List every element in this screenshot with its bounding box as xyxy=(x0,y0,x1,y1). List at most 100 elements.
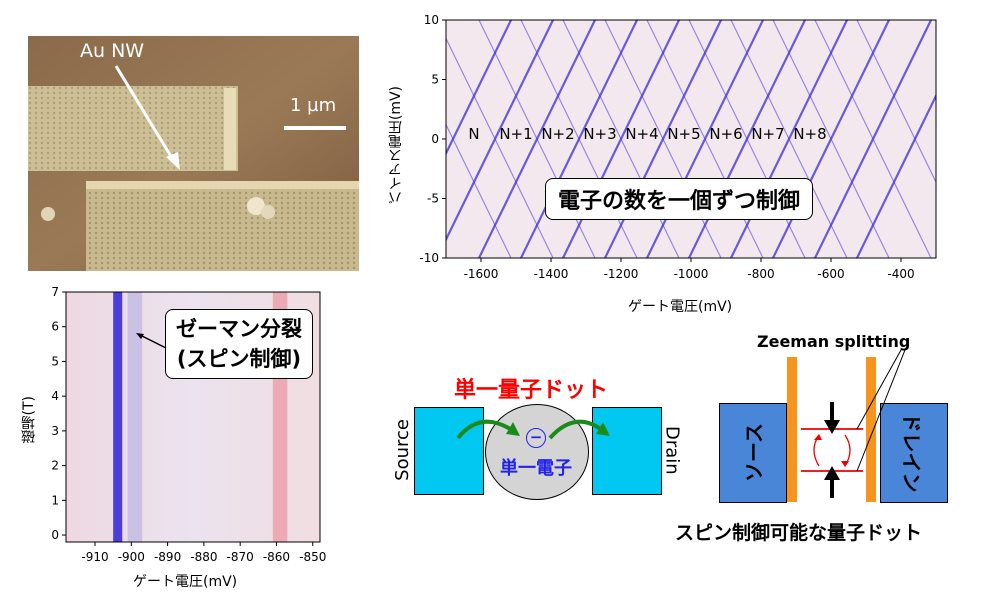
x-tick-label: -800 xyxy=(747,267,774,281)
quantum-dot xyxy=(485,404,589,500)
scale-bar xyxy=(284,126,346,130)
charge-state-labels: N N+1 N+2 N+3 N+4 N+5 N+6 N+7 N+8 xyxy=(0,125,986,147)
coulomb-plot: 10 5 0 -5 -10 -1600 -1400 -1200 -1000 -800 -600 -4… xyxy=(419,13,937,281)
drain-lead xyxy=(880,403,948,503)
diamond-edge xyxy=(856,20,916,140)
diamond-edge xyxy=(814,138,874,258)
right-tunnel-barrier xyxy=(866,357,876,502)
diamond-edge xyxy=(452,138,512,258)
charge-state-label: N+2 xyxy=(541,125,575,143)
diamond-edge xyxy=(856,138,916,258)
sed-title: 単一量子ドット xyxy=(454,378,609,403)
charge-state-label: N xyxy=(468,125,480,143)
electron-icon: − xyxy=(526,428,546,448)
zeeman-pointer-arrow-icon xyxy=(136,333,167,349)
diamond-edge xyxy=(536,20,596,140)
charge-state-label: N+8 xyxy=(793,125,827,143)
x-tick-label: -1200 xyxy=(604,267,639,281)
diamond-edge xyxy=(452,20,512,140)
y-tick-label: 5 xyxy=(431,73,439,87)
spin-levels-diagram xyxy=(801,350,906,498)
left-tunnel-barrier xyxy=(787,357,797,502)
zeeman-callout-line2: (スピン制御) xyxy=(176,347,302,371)
y-tick-label: 5 xyxy=(51,354,59,368)
x-tick-label: -890 xyxy=(154,550,181,564)
zeeman-splitting-label: Zeeman splitting xyxy=(757,332,911,351)
x-tick-label: -850 xyxy=(299,550,326,564)
y-tick-label: 0 xyxy=(51,528,59,542)
x-tick-label: -1000 xyxy=(674,267,709,281)
diamond-edge xyxy=(604,20,664,140)
drain-box xyxy=(592,407,662,495)
diamond-edge xyxy=(620,20,680,140)
diamond-edge xyxy=(494,20,554,140)
diamond-edge xyxy=(814,20,874,140)
diamond-edge xyxy=(830,138,890,258)
coulomb-callout: 電子の数を一個ずつ制御 xyxy=(545,178,814,220)
source-lead-label: ソース xyxy=(741,422,766,482)
tunneling-arrows-icon xyxy=(456,419,610,440)
source-lead xyxy=(719,403,787,503)
charge-state-label: N+3 xyxy=(583,125,617,143)
x-tick-label: -400 xyxy=(887,267,914,281)
x-tick-label: -1600 xyxy=(464,267,499,281)
x-tick-label: -1400 xyxy=(534,267,569,281)
diamond-edge xyxy=(830,20,890,140)
y-tick-label: 2 xyxy=(51,459,59,473)
x-tick-label: -870 xyxy=(227,550,254,564)
diamond-edge xyxy=(788,138,848,258)
zeeman-callout-line1: ゼーマン分裂 xyxy=(176,317,302,341)
diamond-edge xyxy=(646,20,706,140)
scale-bar-label: 1 µm xyxy=(290,95,337,116)
diamond-edge xyxy=(562,20,622,140)
y-tick-label: 10 xyxy=(424,13,439,27)
x-tick-label: -860 xyxy=(263,550,290,564)
diamond-edge xyxy=(494,138,554,258)
y-tick-label: 6 xyxy=(51,320,59,334)
zeeman-callout: ゼーマン分裂 (スピン制御) xyxy=(165,309,313,379)
drain-label: Drain xyxy=(661,425,683,475)
diamond-edge xyxy=(914,93,936,140)
y-tick-label: 0 xyxy=(431,132,439,146)
afm-image-svg xyxy=(28,36,359,271)
charge-state-label: N+4 xyxy=(625,125,659,143)
diamond-edge xyxy=(788,20,848,140)
y-tick-label: -10 xyxy=(419,251,439,265)
diamond-edge xyxy=(746,20,806,140)
diamond-edge xyxy=(662,20,722,140)
diamond-edge xyxy=(730,20,790,140)
charge-state-label: N+5 xyxy=(667,125,701,143)
diamond-edge xyxy=(446,37,496,140)
y-tick-label: 3 xyxy=(51,424,59,438)
diamond-edge xyxy=(872,20,932,140)
source-label: Source xyxy=(391,419,413,481)
x-tick-label: -910 xyxy=(81,550,108,564)
spin-diagram-caption: スピン制御可能な量子ドット xyxy=(675,522,923,544)
zeeman-resonance-line xyxy=(113,292,123,542)
x-tick-label: -880 xyxy=(190,550,217,564)
y-tick-label: 7 xyxy=(51,285,59,299)
y-tick-label: 4 xyxy=(51,389,59,403)
charge-state-label: N+7 xyxy=(751,125,785,143)
diamond-edge xyxy=(914,138,936,184)
afm-image xyxy=(28,36,359,271)
electron-label: 単一電子 xyxy=(500,458,572,479)
diamond-edge xyxy=(578,20,638,140)
diamond-edge xyxy=(872,138,932,258)
electron-symbol: − xyxy=(529,428,543,446)
y-tick-label: 1 xyxy=(51,493,59,507)
coulomb-x-axis-title: ゲート電圧(mV) xyxy=(628,299,733,315)
diamond-edge xyxy=(478,20,538,140)
source-box xyxy=(414,407,484,495)
x-tick-label: -900 xyxy=(118,550,145,564)
y-tick-label: -5 xyxy=(427,192,439,206)
charge-state-label: N+6 xyxy=(709,125,743,143)
diamond-edge xyxy=(772,20,832,140)
nanowire-label: Au NW xyxy=(80,40,145,62)
diamond-edge xyxy=(704,20,764,140)
zeeman-excited-line xyxy=(127,292,143,542)
diamond-edge xyxy=(688,20,748,140)
diamond-edge xyxy=(520,20,580,140)
diamond-edge xyxy=(478,138,538,258)
charge-state-label: N+1 xyxy=(499,125,533,143)
